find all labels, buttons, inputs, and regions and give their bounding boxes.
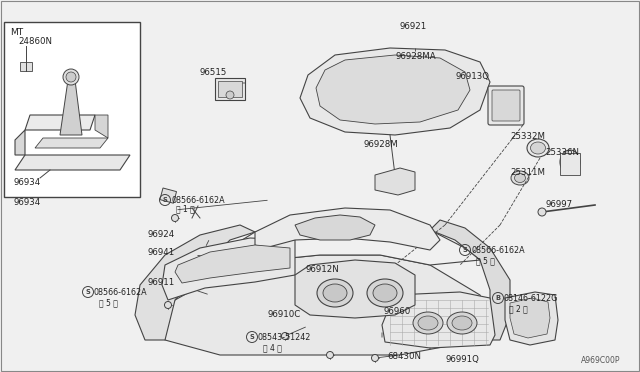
Text: A969C00P: A969C00P bbox=[580, 356, 620, 365]
Text: 〈 4 〉: 〈 4 〉 bbox=[263, 343, 282, 352]
Circle shape bbox=[63, 69, 79, 85]
Circle shape bbox=[172, 215, 179, 221]
Text: 96934: 96934 bbox=[14, 178, 41, 187]
Bar bbox=[160, 188, 177, 203]
Polygon shape bbox=[175, 245, 290, 283]
Text: 96991Q: 96991Q bbox=[446, 355, 480, 364]
Text: S: S bbox=[463, 247, 467, 253]
Polygon shape bbox=[135, 225, 255, 340]
Text: 96934: 96934 bbox=[14, 198, 41, 207]
Text: 96911: 96911 bbox=[148, 278, 175, 287]
Text: S: S bbox=[86, 289, 90, 295]
Polygon shape bbox=[382, 292, 495, 348]
Polygon shape bbox=[95, 115, 108, 138]
Polygon shape bbox=[60, 80, 82, 135]
Ellipse shape bbox=[452, 316, 472, 330]
Text: S: S bbox=[250, 334, 254, 340]
Text: S: S bbox=[163, 197, 168, 203]
Bar bbox=[4, 22, 140, 197]
Text: 08566-6162A: 08566-6162A bbox=[94, 288, 148, 297]
Circle shape bbox=[66, 72, 76, 82]
Text: 08543-51242: 08543-51242 bbox=[258, 333, 312, 342]
Polygon shape bbox=[295, 260, 415, 318]
Text: 96912N: 96912N bbox=[305, 265, 339, 274]
Text: B: B bbox=[495, 295, 500, 301]
Bar bbox=[218, 81, 242, 97]
Text: MT: MT bbox=[10, 28, 23, 37]
Text: 68430N: 68430N bbox=[387, 352, 421, 361]
Text: 〈 2 〉: 〈 2 〉 bbox=[509, 304, 528, 313]
Polygon shape bbox=[255, 208, 440, 250]
Text: 96960: 96960 bbox=[384, 307, 412, 316]
Ellipse shape bbox=[447, 312, 477, 334]
Ellipse shape bbox=[531, 142, 545, 154]
Circle shape bbox=[164, 301, 172, 308]
Text: 〈 5 〉: 〈 5 〉 bbox=[99, 298, 118, 307]
Polygon shape bbox=[430, 220, 510, 340]
Text: 08566-6162A: 08566-6162A bbox=[171, 196, 225, 205]
Ellipse shape bbox=[323, 284, 347, 302]
Text: 25332M: 25332M bbox=[510, 132, 545, 141]
Ellipse shape bbox=[413, 312, 443, 334]
Text: 08566-6162A: 08566-6162A bbox=[471, 246, 525, 255]
Text: 96913Q: 96913Q bbox=[455, 72, 489, 81]
Circle shape bbox=[538, 208, 546, 216]
Text: 96928MA: 96928MA bbox=[395, 52, 436, 61]
Circle shape bbox=[226, 91, 234, 99]
Text: 25336N: 25336N bbox=[545, 148, 579, 157]
Text: 96928M: 96928M bbox=[363, 140, 397, 149]
Polygon shape bbox=[210, 220, 480, 275]
Ellipse shape bbox=[515, 173, 525, 183]
Text: 96941: 96941 bbox=[148, 248, 175, 257]
Ellipse shape bbox=[317, 279, 353, 307]
Ellipse shape bbox=[560, 150, 580, 174]
Circle shape bbox=[326, 352, 333, 359]
Text: 〈 1 〉: 〈 1 〉 bbox=[176, 204, 195, 213]
Polygon shape bbox=[162, 238, 295, 300]
Circle shape bbox=[282, 333, 289, 340]
Text: 96921: 96921 bbox=[399, 22, 427, 31]
Ellipse shape bbox=[527, 139, 549, 157]
Ellipse shape bbox=[418, 316, 438, 330]
Bar bbox=[20, 62, 32, 71]
Polygon shape bbox=[35, 138, 108, 148]
Polygon shape bbox=[510, 298, 550, 338]
FancyBboxPatch shape bbox=[492, 90, 520, 121]
Polygon shape bbox=[15, 155, 130, 170]
Polygon shape bbox=[375, 168, 415, 195]
FancyBboxPatch shape bbox=[488, 86, 524, 125]
Text: 〈 5 〉: 〈 5 〉 bbox=[476, 256, 495, 265]
Text: 96924: 96924 bbox=[148, 230, 175, 239]
Bar bbox=[215, 78, 245, 100]
Text: 96910C: 96910C bbox=[268, 310, 301, 319]
Polygon shape bbox=[25, 115, 95, 130]
Circle shape bbox=[371, 355, 378, 362]
Ellipse shape bbox=[373, 284, 397, 302]
Bar bbox=[560, 153, 580, 175]
Text: 25311M: 25311M bbox=[510, 168, 545, 177]
Polygon shape bbox=[15, 130, 25, 155]
Polygon shape bbox=[300, 48, 490, 135]
Text: 96515: 96515 bbox=[200, 68, 227, 77]
Text: 24860N: 24860N bbox=[18, 37, 52, 46]
Ellipse shape bbox=[511, 171, 529, 185]
Polygon shape bbox=[316, 55, 470, 124]
Polygon shape bbox=[160, 255, 490, 355]
Text: 96997: 96997 bbox=[545, 200, 572, 209]
Polygon shape bbox=[505, 292, 558, 345]
Text: 08146-6122G: 08146-6122G bbox=[504, 294, 558, 303]
Polygon shape bbox=[295, 215, 375, 240]
Ellipse shape bbox=[367, 279, 403, 307]
